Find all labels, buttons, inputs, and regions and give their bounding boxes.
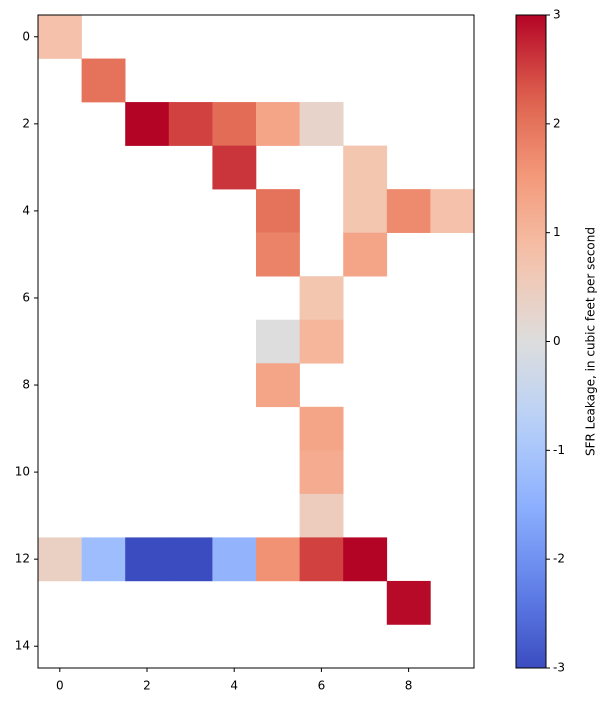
x-tick-label: 4 <box>230 679 238 693</box>
y-tick-label: 10 <box>15 465 30 479</box>
colorbar <box>515 14 547 669</box>
cell <box>386 580 431 625</box>
cell <box>256 232 300 277</box>
colorbar-tick-label: 2 <box>553 116 561 130</box>
x-tick-label: 2 <box>143 679 151 693</box>
y-tick-label: 2 <box>22 116 30 130</box>
cell <box>38 537 82 582</box>
y-tick-label: 0 <box>22 29 30 43</box>
x-tick-label: 0 <box>56 679 64 693</box>
y-tick-label: 8 <box>22 378 30 392</box>
cell <box>343 232 388 277</box>
cell <box>343 537 388 582</box>
axes-frame <box>37 14 475 669</box>
y-tick-label: 6 <box>22 290 30 304</box>
cell <box>212 102 257 146</box>
cell <box>256 189 300 233</box>
colorbar-label: SFR Leakage, in cubic feet per second <box>584 227 598 456</box>
cell <box>299 276 344 321</box>
colorbar-tick-label: 3 <box>553 8 561 22</box>
colorbar-tick-label: -1 <box>553 443 565 457</box>
colorbar-tick-label: -2 <box>553 552 565 566</box>
cell <box>299 493 344 538</box>
cell <box>81 537 126 582</box>
cell <box>299 450 344 495</box>
cell <box>125 537 170 582</box>
cell <box>38 15 82 59</box>
y-tick-label: 12 <box>15 552 30 566</box>
cell <box>256 363 300 408</box>
y-tick-label: 4 <box>22 203 30 217</box>
x-tick-label: 8 <box>405 679 413 693</box>
cell <box>168 537 213 582</box>
cell <box>343 189 388 233</box>
cell <box>299 406 344 451</box>
cell <box>212 145 257 190</box>
colorbar-tick-label: -3 <box>553 661 565 675</box>
cell <box>299 319 344 364</box>
cell <box>212 537 257 582</box>
cell <box>81 58 126 103</box>
cell <box>299 537 344 582</box>
cell <box>299 102 344 146</box>
cell <box>256 537 300 582</box>
y-tick-label: 14 <box>15 639 30 653</box>
x-tick-label: 6 <box>318 679 326 693</box>
cell <box>256 102 300 146</box>
colorbar-tick-label: 1 <box>553 225 561 239</box>
colorbar-tick-label: 0 <box>553 334 561 348</box>
cell <box>125 102 170 146</box>
cell <box>430 189 475 233</box>
cell <box>168 102 213 146</box>
cell <box>256 319 300 364</box>
cell <box>386 189 431 233</box>
cell <box>343 145 388 190</box>
